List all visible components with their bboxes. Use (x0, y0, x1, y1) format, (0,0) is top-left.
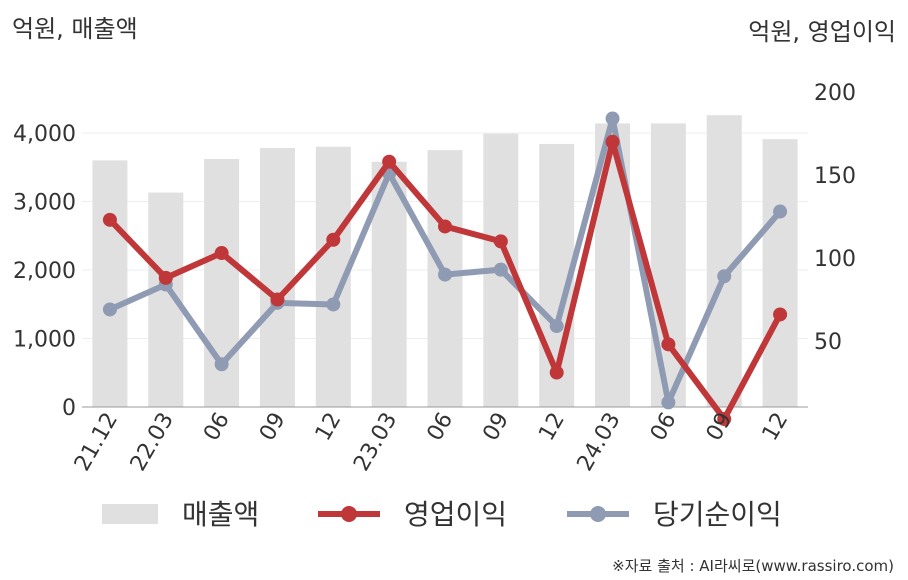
x-tick-label: 06 (646, 409, 682, 446)
data-point (549, 319, 564, 334)
right-tick-label: 200 (814, 81, 856, 106)
x-tick-label: 06 (199, 409, 235, 446)
left-tick-label: 3,000 (13, 191, 76, 216)
x-tick-label: 24.03 (573, 409, 626, 476)
left-tick-label: 2,000 (13, 259, 76, 284)
data-point (549, 365, 564, 380)
legend-marker (590, 506, 606, 522)
x-axis-ticks: 21.12 22.03 06 09 12 23.03 06 09 12 24.03 06 09 12 (70, 409, 793, 476)
data-point (102, 212, 117, 227)
right-tick-label: 50 (814, 330, 842, 355)
data-point (214, 246, 229, 261)
legend-label: 매출액 (182, 498, 259, 531)
data-point (493, 262, 508, 277)
data-point (214, 357, 229, 372)
right-tick-label: 100 (814, 247, 856, 272)
data-point (102, 302, 117, 317)
bar (762, 139, 798, 408)
x-tick-label: 09 (255, 409, 291, 446)
bar (92, 160, 128, 407)
x-tick-label: 12 (534, 409, 570, 446)
x-tick-label: 09 (702, 409, 738, 446)
lines (102, 111, 788, 427)
data-point (326, 297, 341, 312)
data-point (438, 219, 452, 234)
bar (259, 148, 295, 407)
data-point (773, 307, 788, 322)
data-point (270, 292, 285, 307)
data-point (717, 412, 732, 427)
right-tick-label: 150 (814, 164, 856, 189)
left-tick-label: 0 (62, 396, 76, 421)
x-tick-label: 21.12 (70, 409, 123, 476)
left-axis-unit-label: 억원, 매출액 (12, 15, 138, 43)
data-point (605, 134, 620, 149)
data-point (158, 270, 173, 285)
left-tick-label: 4,000 (13, 122, 76, 147)
data-point (438, 267, 452, 282)
x-tick-label: 12 (311, 409, 347, 446)
x-tick-label: 09 (478, 409, 514, 446)
legend: 매출액 영업이익 당기순이익 (102, 498, 782, 531)
data-point (326, 232, 341, 247)
legend-marker (341, 506, 357, 522)
data-point (773, 204, 788, 219)
right-axis-ticks: 50 100 150 200 (814, 81, 856, 355)
x-tick-label: 23.03 (349, 409, 402, 476)
data-point (717, 269, 732, 284)
data-point (661, 337, 676, 352)
legend-label: 당기순이익 (653, 498, 782, 531)
legend-swatch (102, 504, 158, 524)
x-tick-label: 06 (423, 409, 459, 446)
data-point (493, 234, 508, 249)
data-point (661, 395, 676, 410)
left-axis-ticks: 0 1,000 2,000 3,000 4,000 (13, 122, 76, 421)
data-point (605, 111, 620, 126)
left-tick-label: 1,000 (13, 328, 76, 353)
x-tick-label: 12 (758, 409, 794, 446)
bars (92, 115, 798, 408)
legend-label: 영업이익 (404, 498, 507, 531)
data-point (382, 154, 397, 169)
right-axis-unit-label: 억원, 영업이익 (748, 18, 896, 46)
source-note: ※자료 출처 : AI라씨로(www.rassiro.com) (612, 557, 894, 575)
x-tick-label: 22.03 (126, 409, 179, 476)
